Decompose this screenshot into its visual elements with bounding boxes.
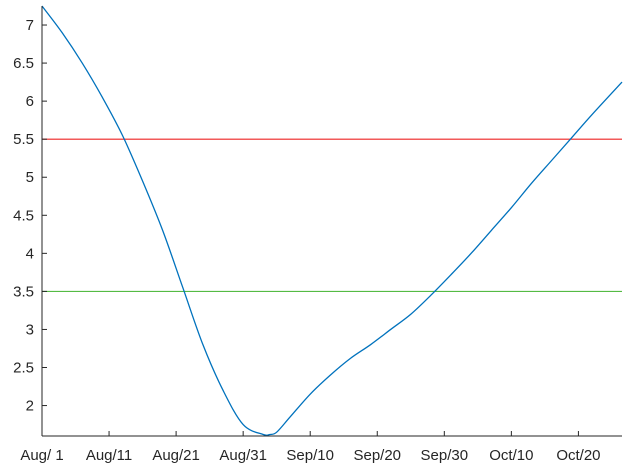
x-tick-label: Aug/ 1 — [20, 447, 63, 464]
x-tick-label: Sep/20 — [353, 447, 401, 464]
y-tick-label: 4.5 — [13, 207, 34, 224]
axes — [41, 6, 622, 437]
y-tick-label: 7 — [26, 17, 34, 34]
reference-lines — [42, 138, 622, 292]
x-tick-label: Aug/31 — [219, 447, 267, 464]
y-tick-label: 6 — [26, 93, 34, 110]
x-tick-label: Oct/20 — [556, 447, 600, 464]
x-tick-label: Sep/30 — [421, 447, 469, 464]
y-tick-label: 3.5 — [13, 283, 34, 300]
series-line-0 — [41, 5, 623, 436]
y-tick-label: 5.5 — [13, 131, 34, 148]
x-tick-label: Aug/21 — [152, 447, 200, 464]
y-axis-ticks: 2 2.5 3 3.5 4 4.5 5 5.5 6 6.5 7 — [13, 17, 47, 415]
y-tick-label: 5 — [26, 169, 34, 186]
y-tick-label: 2 — [26, 398, 34, 415]
series-group — [41, 5, 623, 436]
x-tick-label: Sep/10 — [286, 447, 334, 464]
x-axis-ticks: Aug/ 1 Aug/11 Aug/21 Aug/31 Sep/10 Sep/20 Sep/… — [20, 431, 601, 464]
y-tick-label: 6.5 — [13, 55, 34, 72]
x-tick-label: Oct/10 — [489, 447, 533, 464]
y-tick-label: 2.5 — [13, 360, 34, 377]
y-tick-label: 3 — [26, 321, 34, 338]
y-tick-label: 4 — [26, 245, 34, 262]
x-tick-label: Aug/11 — [86, 447, 132, 464]
